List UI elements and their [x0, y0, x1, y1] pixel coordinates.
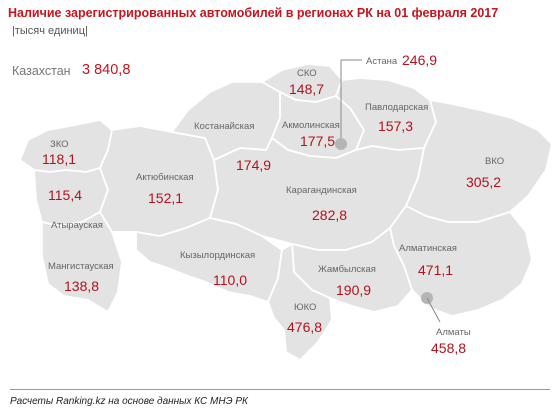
region-name-yuko: ЮКО: [294, 302, 316, 313]
region-value-kostanay: 174,9: [236, 157, 271, 173]
almaty-leader-line: [426, 297, 441, 323]
region-shape-mangistau[interactable]: [41, 210, 123, 314]
region-name-karaganda: Карагандинская: [286, 185, 357, 196]
region-value-pavlodar: 157,3: [378, 118, 413, 134]
region-name-kyzylorda: Кызылординская: [180, 250, 255, 261]
region-value-yuko: 476,8: [287, 319, 322, 335]
total-value: 3 840,8: [82, 62, 131, 78]
region-name-atyrau: Атырауская: [51, 220, 103, 231]
region-value-kyzylorda: 110,0: [213, 272, 247, 288]
region-value-almaty-obl: 471,1: [418, 262, 453, 278]
region-value-mangistau: 138,8: [64, 278, 99, 294]
region-value-karaganda: 282,8: [312, 207, 347, 223]
kazakhstan-map: СКО 148,7 Астана 246,9 Павлодарская 157,…: [18, 52, 553, 362]
region-name-kostanay: Костанайская: [194, 121, 254, 132]
region-value-zhambyl: 190,9: [336, 282, 371, 298]
region-value-astana: 246,9: [402, 52, 437, 68]
astana-marker[interactable]: [335, 138, 347, 150]
source-note: Расчеты Ranking.kz на основе данных КС М…: [10, 396, 248, 407]
region-value-aktobe: 152,1: [148, 190, 183, 206]
region-shape-almaty-obl[interactable]: [389, 204, 533, 317]
region-name-zhambyl: Жамбылская: [318, 264, 376, 275]
region-name-almaty-city: Алматы: [436, 327, 471, 338]
region-shapes: [18, 63, 553, 362]
total-label: Казахстан: [12, 64, 71, 78]
region-value-atyrau: 115,4: [48, 187, 82, 203]
region-value-sko: 148,7: [289, 81, 324, 97]
region-value-akmola: 177,5: [300, 133, 335, 149]
region-value-almaty-city: 458,8: [431, 340, 466, 356]
map-title: Наличие зарегистрированных автомобилей в…: [8, 6, 499, 20]
region-value-zko: 118,1: [42, 151, 76, 167]
region-name-sko: СКО: [297, 68, 317, 79]
map-subtitle: |тысяч единиц|: [12, 25, 88, 37]
region-name-aktobe: Актюбинская: [136, 172, 194, 183]
region-name-pavlodar: Павлодарская: [365, 102, 428, 113]
region-value-vko: 305,2: [466, 174, 501, 190]
region-name-akmola: Акмолинская: [282, 120, 340, 131]
region-labels: СКО 148,7 Астана 246,9 Павлодарская 157,…: [42, 52, 504, 356]
region-name-astana: Астана: [366, 56, 398, 67]
region-name-zko: ЗКО: [50, 139, 69, 150]
region-shape-yuko[interactable]: [267, 242, 333, 362]
footer-divider: [10, 389, 550, 390]
region-name-vko: ВКО: [485, 156, 504, 167]
region-name-almaty-obl: Алматинская: [399, 243, 457, 254]
region-name-mangistau: Мангистауская: [48, 261, 114, 272]
